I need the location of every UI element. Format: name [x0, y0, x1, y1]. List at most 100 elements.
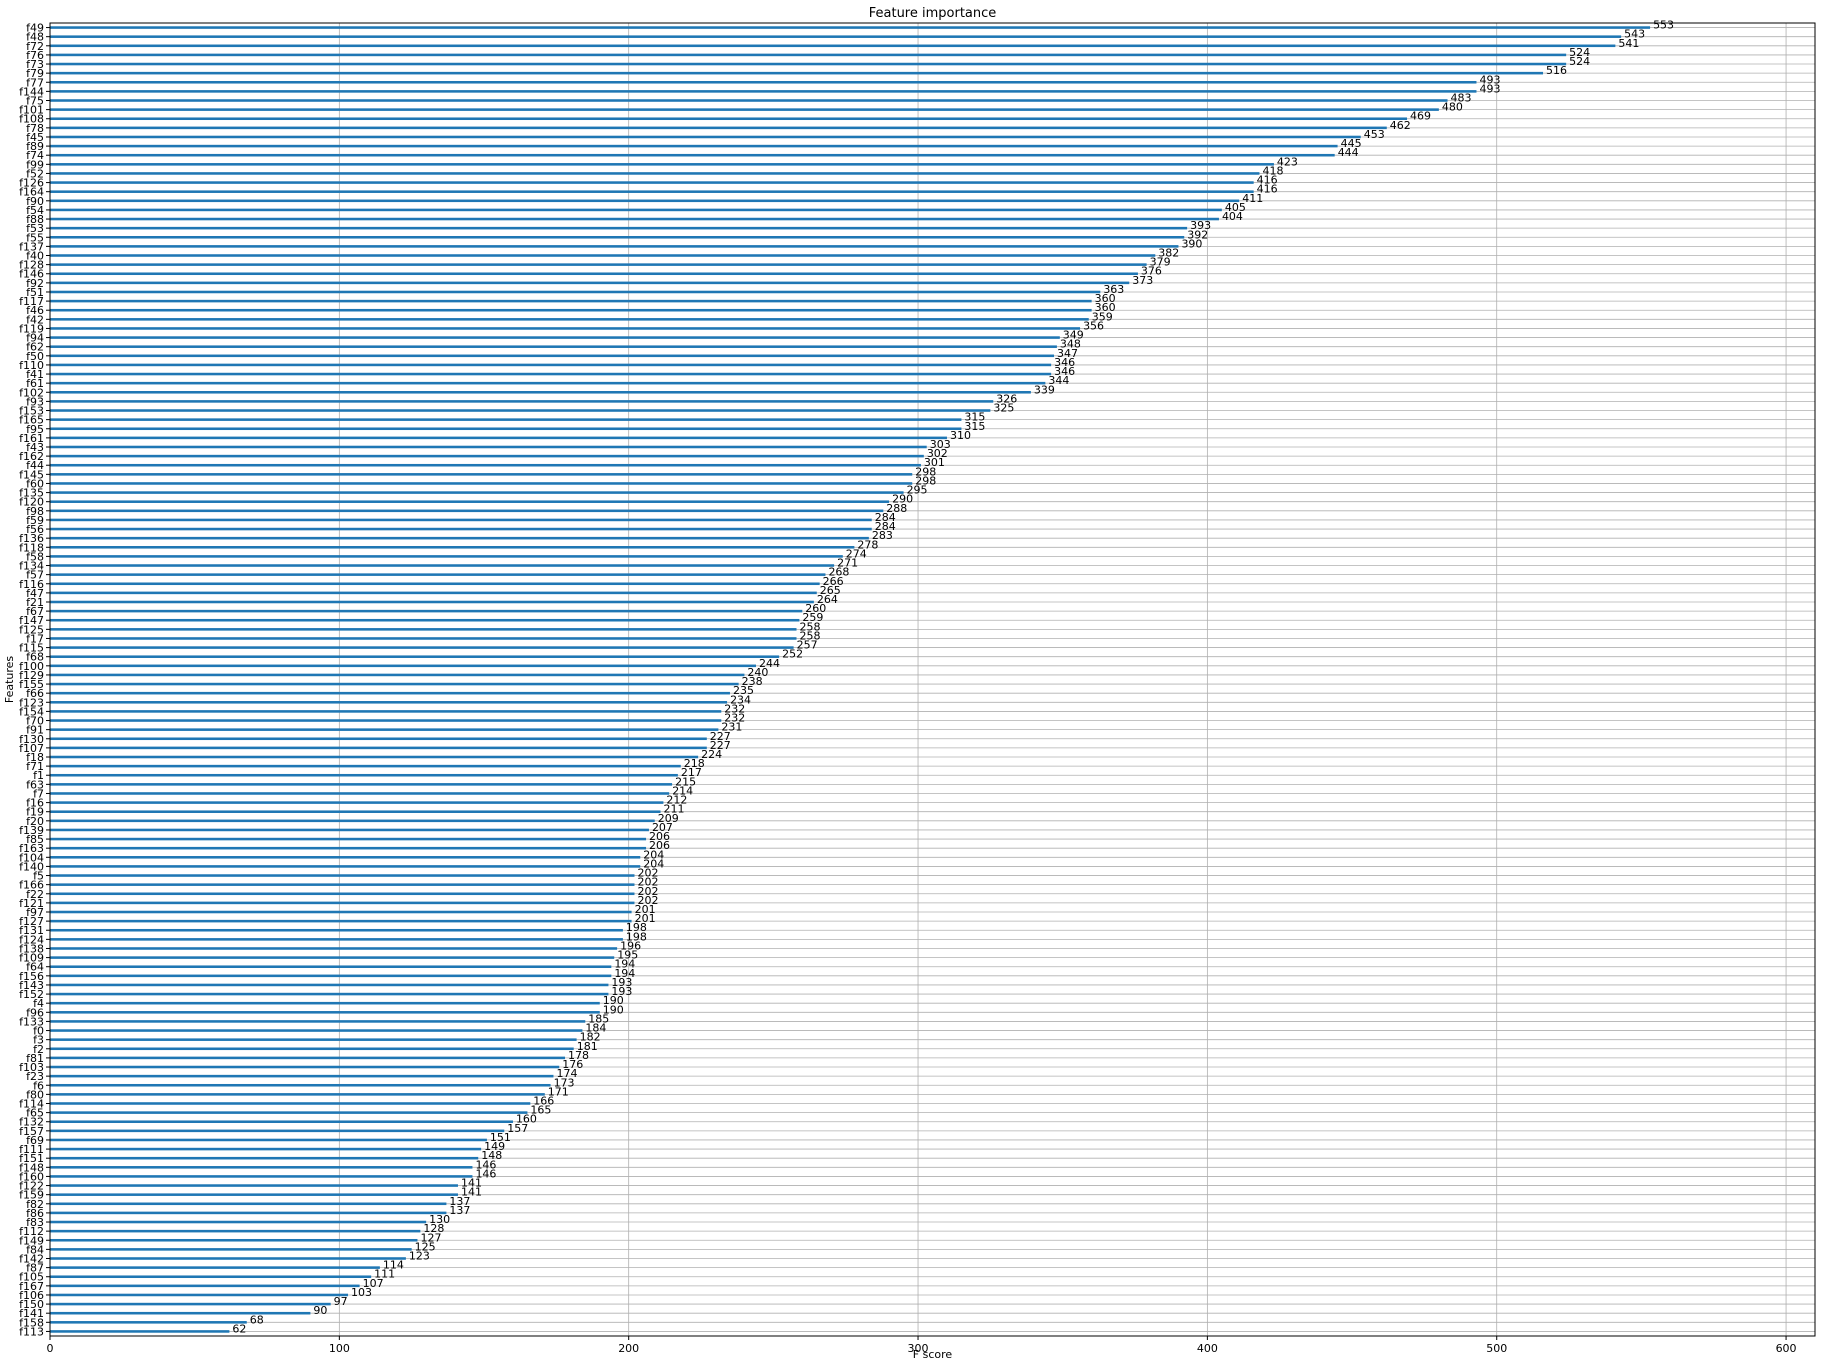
y-tick-label: f132: [19, 1116, 44, 1129]
bar-value-label: 141: [461, 1177, 482, 1190]
bar-f19: [50, 810, 661, 813]
bar-value-label: 185: [588, 1012, 609, 1025]
y-tick-label: f93: [26, 395, 44, 408]
y-tick-label: f134: [19, 560, 44, 573]
bar-value-label: 137: [449, 1204, 470, 1217]
bar-value-label: 376: [1141, 265, 1162, 278]
y-tick-label: f52: [26, 167, 44, 180]
bar-f127: [50, 919, 632, 923]
y-tick-label: f63: [26, 778, 44, 791]
bar-value-label: 206: [649, 830, 670, 843]
y-tick-label: f112: [19, 1225, 44, 1238]
bar-f113: [50, 1330, 230, 1333]
y-tick-label: f67: [26, 605, 44, 618]
y-tick-label: f59: [26, 514, 44, 527]
bar-f134: [50, 564, 835, 567]
y-tick-label: f3: [33, 1034, 44, 1047]
bar-value-label: 62: [232, 1322, 246, 1335]
bar-f51: [50, 290, 1101, 294]
bar-f160: [50, 1175, 473, 1178]
y-tick-label: f111: [19, 1143, 44, 1156]
bar-f88: [50, 217, 1219, 221]
bar-value-label: 130: [429, 1213, 450, 1226]
bar-layer: [50, 26, 1651, 1333]
y-tick-label: f130: [19, 733, 44, 746]
bar-value-label: 202: [637, 876, 658, 889]
y-tick-label: f64: [26, 961, 44, 974]
y-tick-label: f23: [26, 1070, 44, 1083]
bar-value-label: 214: [672, 784, 693, 797]
y-tick-label: f105: [19, 1271, 44, 1284]
bar-f102: [50, 391, 1031, 394]
y-tick-label: f6: [33, 1079, 44, 1092]
bar-f99: [50, 163, 1274, 166]
y-tick-label: f166: [19, 879, 44, 892]
bar-f104: [50, 856, 641, 859]
bar-f87: [50, 1266, 380, 1269]
bar-value-label: 151: [490, 1131, 511, 1144]
bar-value-label: 146: [475, 1158, 496, 1171]
bar-f89: [50, 144, 1338, 148]
x-tick-label: 100: [329, 1342, 350, 1355]
y-tick-label: f19: [26, 806, 44, 819]
bar-value-label: 198: [626, 921, 647, 934]
bar-f23: [50, 1074, 554, 1078]
y-tick-label: f143: [19, 979, 44, 992]
y-tick-label: f53: [26, 222, 44, 235]
bar-f154: [50, 710, 722, 713]
bar-f118: [50, 546, 855, 549]
y-tick-label: f86: [26, 1207, 44, 1220]
bar-f150: [50, 1302, 331, 1306]
bar-value-label: 444: [1338, 146, 1359, 159]
bar-f62: [50, 345, 1057, 348]
y-tick-label: f87: [26, 1262, 44, 1275]
bar-value-label: 423: [1277, 155, 1298, 168]
y-tick-label: f72: [26, 40, 44, 53]
x-tick-label: 300: [908, 1342, 929, 1355]
y-tick-label: f66: [26, 687, 44, 700]
bar-value-label: 284: [875, 520, 896, 533]
bar-f2: [50, 1047, 574, 1051]
bar-f42: [50, 318, 1089, 321]
bar-f126: [50, 181, 1254, 184]
bar-f133: [50, 1020, 586, 1023]
y-tick-label: f0: [33, 1025, 44, 1038]
bar-value-label: 207: [652, 821, 673, 834]
bar-f112: [50, 1229, 421, 1233]
x-tick-label: 500: [1486, 1342, 1507, 1355]
bar-f144: [50, 90, 1477, 93]
y-tick-label: f75: [26, 95, 44, 108]
y-tick-label: f165: [19, 414, 44, 427]
bar-f63: [50, 783, 673, 786]
bar-f17: [50, 637, 797, 640]
bar-f45: [50, 135, 1361, 139]
bar-f93: [50, 400, 994, 403]
y-tick-label: f54: [26, 204, 44, 217]
y-tick-label: f138: [19, 942, 44, 955]
y-tick-label: f65: [26, 1107, 44, 1120]
bar-value-label: 271: [837, 557, 858, 570]
bar-value-label: 346: [1054, 356, 1075, 369]
bar-f52: [50, 172, 1260, 175]
bar-f86: [50, 1211, 447, 1215]
y-tick-label: f146: [19, 268, 44, 281]
bar-value-label: 346: [1054, 365, 1075, 378]
y-tick-label: f82: [26, 1198, 44, 1211]
y-tick-label: f5: [33, 870, 44, 883]
y-tick-label: f144: [19, 85, 44, 98]
y-tick-label: f22: [26, 888, 44, 901]
bar-value-label: 97: [334, 1295, 348, 1308]
bar-f117: [50, 299, 1092, 303]
bar-f70: [50, 719, 722, 722]
y-tick-label: f142: [19, 1252, 44, 1265]
y-tick-label: f50: [26, 350, 44, 363]
bar-value-label: 204: [643, 857, 664, 870]
y-tick-label: f118: [19, 541, 44, 554]
bar-value-label: 553: [1653, 19, 1674, 32]
bar-value-label: 363: [1103, 283, 1124, 296]
bar-value-label: 171: [548, 1085, 569, 1098]
bar-f68: [50, 655, 780, 658]
y-tick-label: f89: [26, 140, 44, 153]
bar-f97: [50, 910, 632, 914]
y-tick-label: f154: [19, 705, 44, 718]
